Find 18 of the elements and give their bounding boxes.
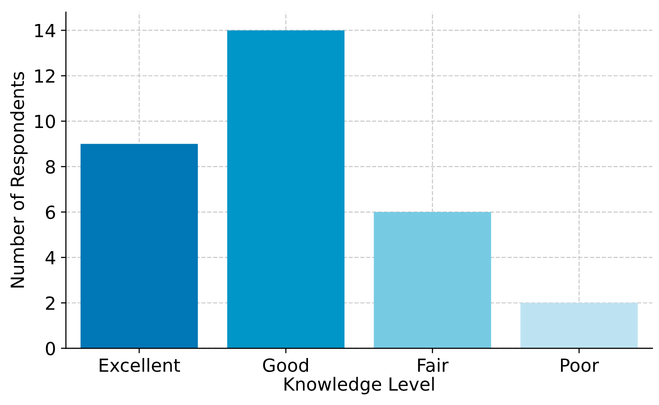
x-tick-label: Excellent (100, 358, 180, 372)
y-tick-label: 4 (46, 251, 56, 264)
y-axis-title: Number of Respondents (10, 72, 28, 288)
bar (374, 212, 492, 348)
y-tick-label: 2 (46, 296, 54, 310)
y-tick-label: 10 (35, 114, 55, 128)
y-tick-label: 12 (35, 69, 54, 83)
bar (227, 30, 344, 348)
bar (520, 302, 638, 348)
x-tick-label: Poor (560, 358, 599, 372)
x-tick-label: Good (263, 358, 308, 372)
y-tick-label: 0 (46, 342, 55, 356)
y-tick-label: 8 (46, 160, 55, 174)
y-tick-label: 14 (35, 24, 56, 38)
y-tick-label: 6 (46, 205, 56, 220)
x-axis-title: Knowledge Level (284, 376, 434, 394)
x-tick-label: Fair (418, 358, 449, 372)
bar (80, 144, 198, 348)
